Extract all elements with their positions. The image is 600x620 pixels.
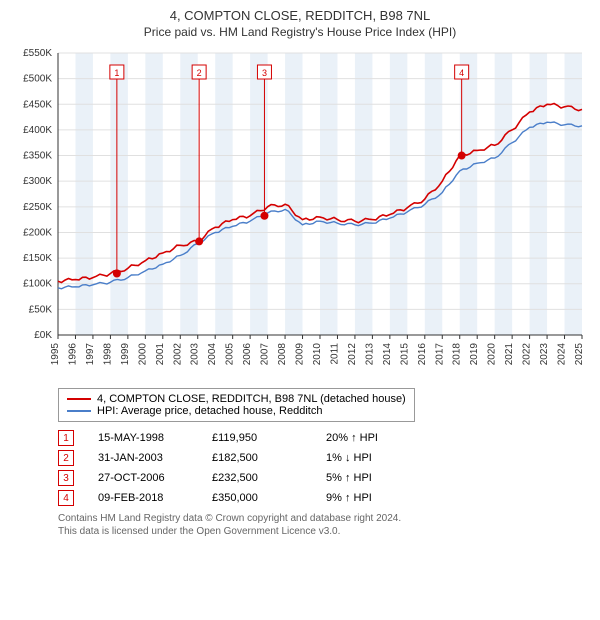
transaction-date: 27-OCT-2006	[98, 472, 188, 484]
legend-item: HPI: Average price, detached house, Redd…	[67, 405, 406, 417]
chart-container: 4, COMPTON CLOSE, REDDITCH, B98 7NL Pric…	[0, 0, 600, 620]
chart-subtitle: Price paid vs. HM Land Registry's House …	[12, 25, 588, 39]
chart-svg: £0K £50K £100K £150K £200K £250K £300K £350K £40…	[12, 49, 588, 379]
svg-text:2005: 2005	[225, 343, 236, 366]
svg-text:2024: 2024	[557, 343, 568, 366]
svg-text:1999: 1999	[120, 343, 131, 366]
transaction-date: 31-JAN-2003	[98, 452, 188, 464]
svg-text:£550K: £550K	[23, 49, 52, 59]
svg-text:2023: 2023	[539, 343, 550, 366]
svg-text:£200K: £200K	[23, 227, 52, 238]
svg-text:2007: 2007	[260, 343, 271, 366]
transaction-price: £119,950	[212, 432, 302, 444]
svg-text:2019: 2019	[469, 343, 480, 366]
svg-text:1998: 1998	[102, 343, 113, 366]
legend-label: 4, COMPTON CLOSE, REDDITCH, B98 7NL (det…	[97, 393, 406, 405]
svg-text:2004: 2004	[207, 343, 218, 366]
svg-text:£0K: £0K	[34, 330, 52, 341]
svg-text:£500K: £500K	[23, 74, 52, 85]
svg-text:2018: 2018	[452, 343, 463, 366]
svg-text:2003: 2003	[190, 343, 201, 366]
legend-swatch	[67, 410, 91, 412]
svg-text:2006: 2006	[242, 343, 253, 366]
svg-text:2017: 2017	[434, 343, 445, 366]
svg-text:£400K: £400K	[23, 125, 52, 136]
transaction-price: £182,500	[212, 452, 302, 464]
svg-text:3: 3	[262, 68, 267, 78]
svg-text:£150K: £150K	[23, 253, 52, 264]
svg-text:1995: 1995	[50, 343, 61, 366]
svg-text:2021: 2021	[504, 343, 515, 366]
transaction-delta: 1% ↓ HPI	[326, 452, 416, 464]
svg-text:2011: 2011	[329, 343, 340, 365]
transaction-delta: 5% ↑ HPI	[326, 472, 416, 484]
svg-text:1997: 1997	[85, 343, 96, 366]
transaction-price: £350,000	[212, 492, 302, 504]
transaction-marker: 2	[58, 450, 74, 466]
transaction-marker: 4	[58, 490, 74, 506]
svg-text:2016: 2016	[417, 343, 428, 366]
transaction-delta: 9% ↑ HPI	[326, 492, 416, 504]
svg-text:2020: 2020	[487, 343, 498, 366]
svg-text:2025: 2025	[574, 343, 585, 366]
chart-title: 4, COMPTON CLOSE, REDDITCH, B98 7NL	[12, 8, 588, 23]
footer-line-1: Contains HM Land Registry data © Crown c…	[58, 512, 588, 525]
footer-line-2: This data is licensed under the Open Gov…	[58, 525, 588, 538]
svg-text:2022: 2022	[522, 343, 533, 366]
svg-text:£450K: £450K	[23, 99, 52, 110]
svg-text:1: 1	[114, 68, 119, 78]
transaction-row: 4 09-FEB-2018 £350,000 9% ↑ HPI	[58, 490, 588, 506]
transaction-row: 1 15-MAY-1998 £119,950 20% ↑ HPI	[58, 430, 588, 446]
legend-label: HPI: Average price, detached house, Redd…	[97, 405, 322, 417]
footer: Contains HM Land Registry data © Crown c…	[58, 512, 588, 538]
svg-text:2001: 2001	[155, 343, 166, 366]
svg-text:£100K: £100K	[23, 279, 52, 290]
svg-text:£250K: £250K	[23, 202, 52, 213]
svg-text:£350K: £350K	[23, 151, 52, 162]
svg-text:4: 4	[459, 68, 464, 78]
transactions-table: 1 15-MAY-1998 £119,950 20% ↑ HPI 2 31-JAN-200…	[58, 430, 588, 506]
legend-item: 4, COMPTON CLOSE, REDDITCH, B98 7NL (det…	[67, 393, 406, 405]
svg-text:£300K: £300K	[23, 176, 52, 187]
transaction-delta: 20% ↑ HPI	[326, 432, 416, 444]
transaction-row: 3 27-OCT-2006 £232,500 5% ↑ HPI	[58, 470, 588, 486]
transaction-date: 15-MAY-1998	[98, 432, 188, 444]
legend-swatch	[67, 398, 91, 400]
svg-text:2002: 2002	[172, 343, 183, 366]
svg-text:1996: 1996	[67, 343, 78, 366]
svg-text:2010: 2010	[312, 343, 323, 366]
svg-text:2000: 2000	[137, 343, 148, 366]
svg-text:2015: 2015	[399, 343, 410, 366]
svg-text:2012: 2012	[347, 343, 358, 366]
transaction-row: 2 31-JAN-2003 £182,500 1% ↓ HPI	[58, 450, 588, 466]
svg-text:2008: 2008	[277, 343, 288, 366]
svg-text:2014: 2014	[382, 343, 393, 366]
transaction-price: £232,500	[212, 472, 302, 484]
legend: 4, COMPTON CLOSE, REDDITCH, B98 7NL (det…	[58, 388, 415, 422]
svg-text:2: 2	[197, 68, 202, 78]
svg-text:2013: 2013	[364, 343, 375, 366]
transaction-date: 09-FEB-2018	[98, 492, 188, 504]
plot-area: £0K £50K £100K £150K £200K £250K £300K £350K £40…	[12, 49, 588, 384]
transaction-marker: 3	[58, 470, 74, 486]
svg-text:£50K: £50K	[29, 304, 53, 315]
svg-text:2009: 2009	[295, 343, 306, 366]
transaction-marker: 1	[58, 430, 74, 446]
